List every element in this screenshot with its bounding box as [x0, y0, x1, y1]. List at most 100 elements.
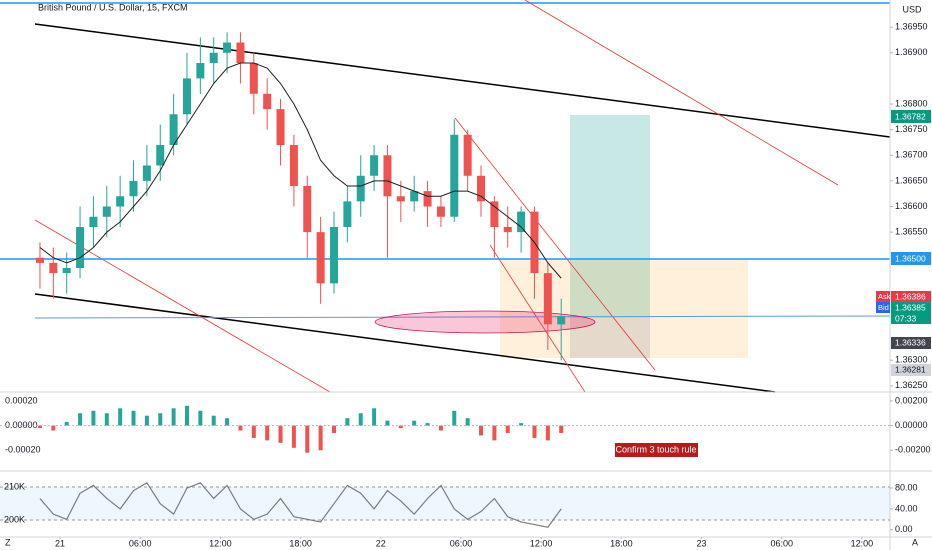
candle-body: [383, 155, 392, 197]
bid-tag: [891, 302, 931, 324]
y-tick-label: 0.00000: [5, 420, 38, 430]
highlight-ellipse: [374, 310, 596, 334]
y-tick-label: 1.36800: [895, 98, 928, 108]
candle-body: [356, 175, 365, 202]
candle-body: [209, 52, 218, 64]
currency: USD: [902, 4, 922, 14]
candle-body: [62, 267, 71, 274]
bid-label: [876, 302, 890, 313]
candle-body: [503, 227, 512, 233]
y-tick-label: -0.00200: [895, 445, 931, 455]
low-tag: [891, 364, 931, 376]
y-tick-label: 40.00: [895, 503, 918, 513]
low-tag-text: 1.36281: [895, 364, 926, 374]
stop-zone: [570, 318, 650, 358]
range-box: [500, 259, 748, 358]
x-tick-label: 23: [697, 538, 707, 548]
candle-body: [436, 206, 445, 217]
ask-tag-text: 1.36386: [895, 291, 926, 301]
candle-body: [557, 316, 566, 325]
x-tick-label: 12:00: [530, 538, 553, 548]
y-tick-label: 210K: [4, 481, 25, 491]
macd-bar: [131, 410, 136, 426]
candle-body: [396, 196, 405, 202]
candle-body: [343, 201, 352, 228]
macd-bar: [345, 418, 350, 426]
candle-body: [410, 191, 419, 202]
macd-bar: [412, 420, 417, 426]
y-tick-label: 1.36700: [895, 150, 928, 160]
macd-bar: [438, 425, 443, 431]
candle-body: [450, 134, 459, 217]
trendline: [34, 219, 331, 393]
y-tick-label: -0.00020: [5, 445, 41, 455]
x-tick-label: 06:00: [770, 538, 793, 548]
candle-body: [370, 155, 379, 176]
ask-tag: [891, 291, 931, 302]
macd-bar: [519, 423, 524, 426]
macd-bar: [532, 425, 537, 438]
macd-bar: [318, 425, 323, 451]
candle-body: [169, 114, 178, 146]
oscillator-line: [39, 482, 562, 528]
ask-label: [876, 291, 890, 302]
candle-body: [276, 109, 285, 146]
corner-label: Z: [5, 537, 11, 547]
candle-body: [49, 262, 58, 274]
candle-body: [263, 93, 272, 110]
macd-bar: [238, 425, 243, 431]
bid-label-text: Bid: [878, 303, 889, 312]
candle-body: [182, 78, 191, 115]
candle-body: [249, 63, 258, 94]
x-tick-label: 12:00: [851, 538, 874, 548]
trendline: [34, 23, 891, 138]
y-tick-label: 0.00200: [895, 395, 928, 405]
trendline: [489, 244, 586, 393]
trendline: [454, 117, 656, 371]
tp-tag-text: 1.36782: [895, 111, 926, 121]
macd-bar: [332, 425, 337, 433]
level-tag-text: 1.36500: [895, 253, 926, 263]
macd-bar: [51, 425, 56, 431]
macd-bar: [385, 420, 390, 426]
annotation: Confirm 3 touch rule: [615, 444, 696, 454]
level-tag: [891, 252, 931, 265]
candle-body: [76, 227, 85, 268]
ask-label-text: Ask: [878, 292, 891, 301]
x-tick-label: 18:00: [289, 538, 312, 548]
macd-bar: [265, 425, 270, 441]
trendline: [524, 0, 839, 186]
macd-bar: [559, 425, 564, 433]
macd-bar: [64, 421, 69, 426]
candle-body: [142, 165, 151, 181]
macd-bar: [78, 413, 83, 426]
candle-body: [223, 42, 232, 53]
macd-bar: [291, 425, 296, 448]
candle-body: [330, 227, 339, 284]
macd-bar: [452, 410, 457, 426]
macd-bar: [492, 425, 497, 441]
candle-body: [303, 186, 312, 233]
macd-bar: [505, 425, 510, 433]
candle-body: [423, 191, 432, 207]
candle-body: [156, 145, 165, 166]
macd-bar: [305, 425, 310, 453]
y-tick-label: 1.36650: [895, 175, 928, 185]
candle-body: [129, 180, 138, 197]
candle-body: [316, 232, 325, 284]
x-tick-label: 18:00: [610, 538, 633, 548]
annotation-box: [615, 443, 698, 457]
y-tick-label: 1.36600: [895, 201, 928, 211]
macd-bar: [465, 418, 470, 426]
macd-bar: [198, 410, 203, 426]
candle-body: [196, 63, 205, 79]
macd-bar: [372, 408, 377, 426]
macd-bar: [479, 425, 484, 436]
candle-body: [477, 175, 486, 202]
target-zone: [570, 115, 650, 318]
y-tick-label: 1.36550: [895, 227, 928, 237]
candle-body: [102, 206, 111, 217]
y-tick-label: 0.00000: [895, 420, 928, 430]
candle-body: [89, 216, 98, 228]
